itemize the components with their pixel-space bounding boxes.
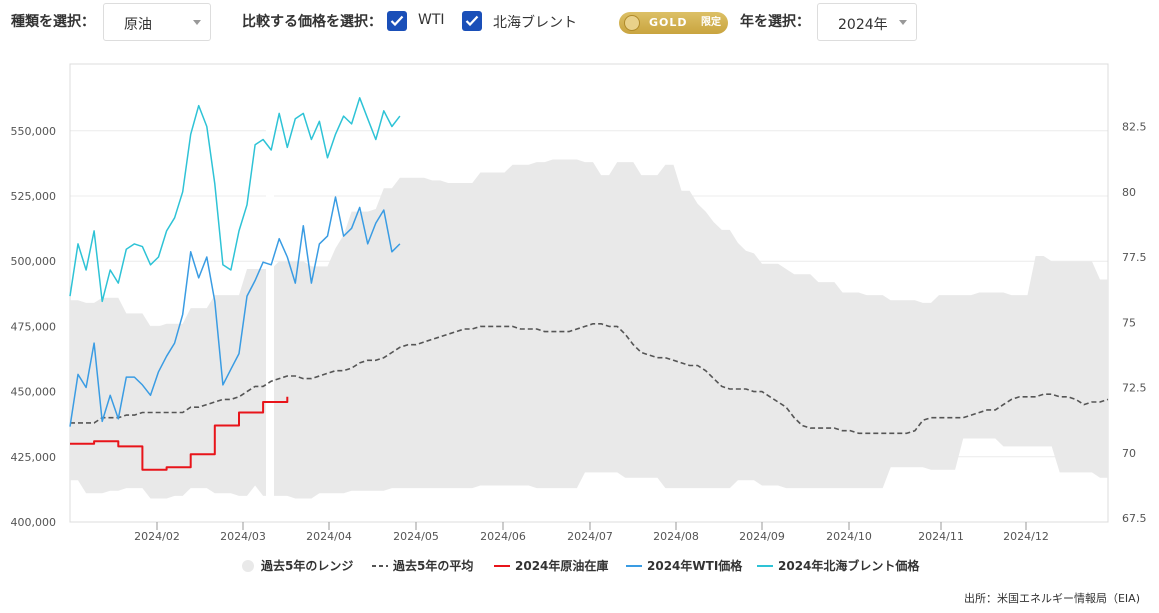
y-left-tick-label: 475,000 <box>11 320 57 333</box>
x-tick-label: 2024/05 <box>393 530 439 543</box>
y-right-tick-label: 67.5 <box>1122 512 1147 525</box>
legend-item-inventory[interactable]: 2024年原油在庫 <box>494 558 608 573</box>
chevron-down-icon <box>899 20 907 25</box>
y-left-tick-label: 425,000 <box>11 451 57 464</box>
y-left-tick-label: 450,000 <box>11 386 57 399</box>
legend-item-wti[interactable]: 2024年WTI価格 <box>626 558 743 573</box>
legend-label: 過去5年の平均 <box>392 558 473 573</box>
legend-label: 2024年原油在庫 <box>515 558 608 573</box>
x-tick-label: 2024/04 <box>306 530 352 543</box>
year-select[interactable]: 2024年 <box>817 3 917 41</box>
legend-item-range[interactable]: 過去5年のレンジ <box>242 558 353 573</box>
y-left-tick-label: 550,000 <box>11 125 57 138</box>
y-right-tick-label: 77.5 <box>1122 251 1147 264</box>
x-tick-label: 2024/12 <box>1003 530 1049 543</box>
chart-legend: 過去5年のレンジ 過去5年の平均 2024年原油在庫 2024年WTI価格 2024年北… <box>242 558 920 573</box>
year-select-value: 2024年 <box>838 17 888 33</box>
y-right-tick-label: 82.5 <box>1122 121 1147 134</box>
x-tick-label: 2024/03 <box>220 530 266 543</box>
compare-label: 比較する価格を選択： <box>242 14 382 30</box>
wti-checkbox-label[interactable]: WTI <box>418 12 445 28</box>
type-label: 種類を選択： <box>11 14 95 30</box>
five-year-average-line <box>70 322 1109 435</box>
gold-badge-text: GOLD <box>649 16 688 29</box>
y-right-tick-label: 75 <box>1122 316 1136 329</box>
brent-checkbox-label[interactable]: 北海ブレント <box>493 15 577 31</box>
wti-price-line <box>69 196 401 427</box>
chevron-down-icon <box>193 20 201 25</box>
legend-item-average[interactable]: 過去5年の平均 <box>372 558 473 573</box>
gold-badge: GOLD 限定 <box>619 12 728 34</box>
x-tick-label: 2024/10 <box>826 530 872 543</box>
y-right-tick-label: 80 <box>1122 186 1136 199</box>
year-label: 年を選択： <box>740 14 810 30</box>
legend-swatch <box>242 560 254 572</box>
x-tick-label: 2024/08 <box>653 530 699 543</box>
y-left-tick-label: 400,000 <box>11 516 57 529</box>
legend-item-brent[interactable]: 2024年北海ブレント価格 <box>757 558 920 573</box>
wti-checkbox[interactable] <box>387 11 407 31</box>
gold-badge-tag: 限定 <box>701 17 721 28</box>
checkmark-icon <box>465 15 479 27</box>
source-note: 出所：米国エネルギー情報局（EIA) <box>963 592 1140 605</box>
x-tick-label: 2024/07 <box>567 530 613 543</box>
range-gap <box>266 65 274 521</box>
x-tick-label: 2024/09 <box>739 530 785 543</box>
y-right-tick-label: 70 <box>1122 447 1136 460</box>
legend-label: 過去5年のレンジ <box>260 558 353 573</box>
x-tick-label: 2024/11 <box>918 530 964 543</box>
gold-coin-icon <box>624 15 640 31</box>
brent-checkbox[interactable] <box>462 11 482 31</box>
y-left-tick-label: 525,000 <box>11 190 57 203</box>
legend-label: 2024年WTI価格 <box>647 558 743 573</box>
y-right-tick-label: 72.5 <box>1122 382 1147 395</box>
type-select-value: 原油 <box>124 17 152 33</box>
y-left-tick-label: 500,000 <box>11 255 57 268</box>
inventory-line <box>70 396 289 471</box>
brent-price-line <box>69 97 401 303</box>
x-tick-label: 2024/02 <box>134 530 180 543</box>
type-select[interactable]: 原油 <box>103 3 211 41</box>
checkmark-icon <box>390 15 404 27</box>
five-year-range-area <box>70 159 1108 499</box>
legend-label: 2024年北海ブレント価格 <box>778 558 920 573</box>
x-tick-label: 2024/06 <box>480 530 526 543</box>
